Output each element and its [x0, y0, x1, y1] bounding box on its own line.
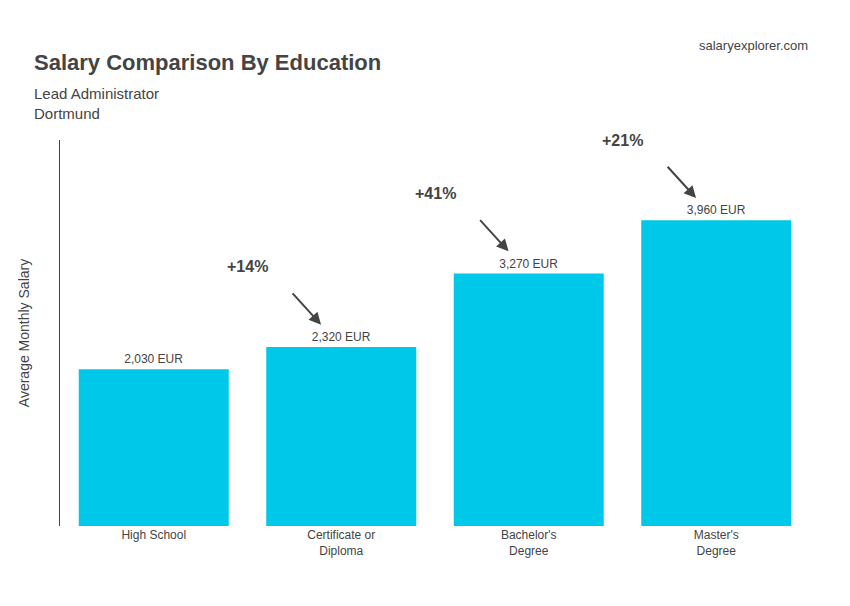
svg-text:Bachelor'sDegree: Bachelor'sDegree — [501, 528, 557, 558]
svg-text:salaryexplorer.com: salaryexplorer.com — [699, 38, 808, 53]
svg-text:+41%: +41% — [415, 185, 456, 202]
svg-text:2,320 EUR: 2,320 EUR — [312, 330, 371, 344]
svg-text:2,030 EUR: 2,030 EUR — [124, 352, 183, 366]
svg-text:Lead AdministratorDortmund: Lead AdministratorDortmund — [34, 85, 159, 122]
svg-text:Certificate orDiploma: Certificate orDiploma — [307, 528, 375, 558]
svg-text:+21%: +21% — [602, 132, 643, 149]
svg-text:Salary Comparison By Education: Salary Comparison By Education — [34, 50, 381, 75]
svg-text:Master'sDegree: Master'sDegree — [694, 528, 739, 558]
svg-text:+14%: +14% — [227, 258, 268, 275]
svg-text:3,270 EUR: 3,270 EUR — [499, 257, 558, 271]
svg-text:Average Monthly Salary: Average Monthly Salary — [16, 259, 32, 407]
svg-text:High School: High School — [121, 528, 186, 542]
svg-text:3,960 EUR: 3,960 EUR — [687, 203, 746, 217]
